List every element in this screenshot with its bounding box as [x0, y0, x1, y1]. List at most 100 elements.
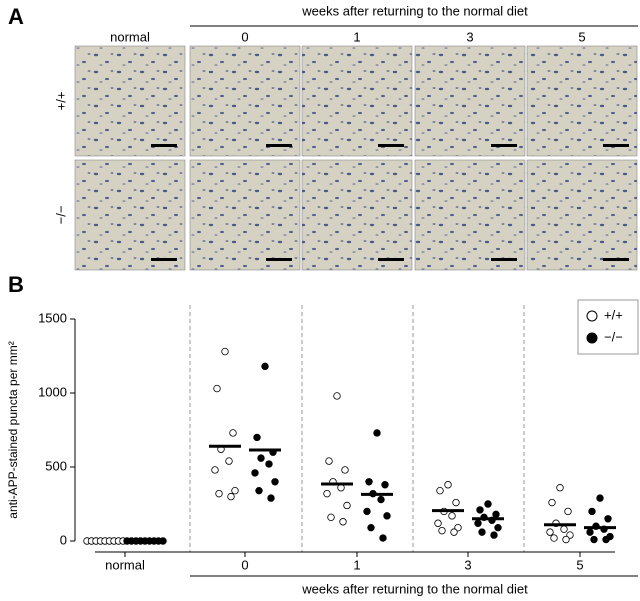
- data-point: [261, 362, 269, 371]
- data-point: [550, 534, 558, 542]
- scale-bar: [491, 258, 517, 261]
- data-point: [363, 507, 371, 516]
- data-point: [444, 481, 452, 489]
- data-point: [596, 494, 604, 502]
- scale-bar: [151, 144, 177, 147]
- data-point: [564, 507, 572, 516]
- micrograph: [414, 45, 526, 157]
- data-point: [484, 500, 492, 508]
- y-tick-label: 500: [45, 458, 67, 473]
- micrograph: [189, 45, 301, 157]
- header-title: weeks after returning to the normal diet: [301, 3, 528, 18]
- data-point: [343, 501, 351, 510]
- legend-label: +/+: [604, 307, 623, 322]
- data-point: [229, 429, 237, 437]
- data-point: [556, 484, 564, 492]
- scale-bar: [603, 258, 629, 261]
- legend-label: −/−: [604, 329, 623, 344]
- data-point: [383, 512, 391, 520]
- micrograph: [301, 45, 413, 157]
- data-point: [452, 498, 460, 507]
- data-point: [323, 489, 331, 498]
- scale-bar: [266, 258, 292, 261]
- data-point: [225, 457, 233, 465]
- x-tick-label: 1: [353, 557, 360, 572]
- data-point: [436, 486, 444, 495]
- panel-label: A: [8, 4, 24, 29]
- data-point: [379, 534, 387, 542]
- scale-bar: [151, 258, 177, 261]
- data-point: [339, 518, 347, 526]
- data-point: [227, 492, 235, 501]
- x-tick-label: normal: [105, 557, 145, 572]
- data-point: [478, 528, 486, 536]
- data-point: [586, 528, 594, 536]
- data-point: [373, 429, 381, 437]
- column-label: 3: [466, 29, 473, 44]
- data-point: [602, 535, 610, 544]
- data-point: [367, 523, 375, 532]
- data-point: [476, 506, 484, 514]
- data-point: [562, 535, 570, 544]
- data-point: [325, 457, 333, 465]
- data-point: [492, 510, 500, 519]
- data-point: [211, 466, 219, 474]
- legend-marker: [586, 310, 598, 322]
- panel-label: B: [8, 272, 24, 297]
- legend-box: [577, 299, 639, 355]
- data-point: [548, 498, 556, 507]
- data-point: [231, 486, 239, 495]
- data-point: [365, 478, 373, 486]
- scale-bar: [266, 144, 292, 147]
- scale-bar: [491, 144, 517, 147]
- x-tick-label: 5: [576, 557, 583, 572]
- x-tick-label: 3: [464, 557, 471, 572]
- legend-marker: [586, 332, 598, 344]
- micrograph: [526, 159, 638, 271]
- data-point: [213, 384, 221, 393]
- micrograph: [189, 159, 301, 271]
- micrograph: [74, 159, 186, 271]
- data-point: [546, 528, 554, 536]
- scale-bar: [378, 144, 404, 147]
- data-point: [255, 486, 263, 495]
- data-point: [450, 528, 458, 536]
- data-point: [377, 495, 385, 504]
- y-tick-label: 1500: [38, 310, 67, 325]
- data-point: [251, 469, 259, 477]
- data-point: [253, 433, 261, 442]
- micrograph: [74, 45, 186, 157]
- scale-bar: [378, 258, 404, 261]
- data-point: [588, 507, 596, 516]
- data-point: [341, 466, 349, 474]
- data-point: [434, 519, 442, 527]
- y-tick-label: 0: [60, 532, 67, 547]
- data-point: [448, 512, 456, 520]
- data-point: [265, 460, 273, 468]
- column-label: 5: [578, 29, 585, 44]
- row-label: +/+: [53, 92, 68, 111]
- row-label: −/−: [53, 206, 68, 225]
- data-point: [438, 526, 446, 535]
- data-point: [215, 489, 223, 498]
- micrograph: [414, 159, 526, 271]
- data-point: [381, 481, 389, 489]
- column-label: 1: [353, 29, 360, 44]
- column-label: normal: [110, 29, 150, 44]
- data-point: [474, 519, 482, 527]
- data-point: [159, 537, 167, 545]
- data-point: [604, 515, 612, 523]
- data-point: [560, 525, 568, 533]
- y-tick-label: 1000: [38, 384, 67, 399]
- data-point: [257, 454, 265, 462]
- data-point: [590, 535, 598, 544]
- data-point: [271, 478, 279, 486]
- scale-bar: [603, 144, 629, 147]
- micrograph: [526, 45, 638, 157]
- data-point: [327, 513, 335, 522]
- data-point: [490, 531, 498, 539]
- data-point: [333, 392, 341, 400]
- data-point: [267, 494, 275, 502]
- data-point: [494, 523, 502, 532]
